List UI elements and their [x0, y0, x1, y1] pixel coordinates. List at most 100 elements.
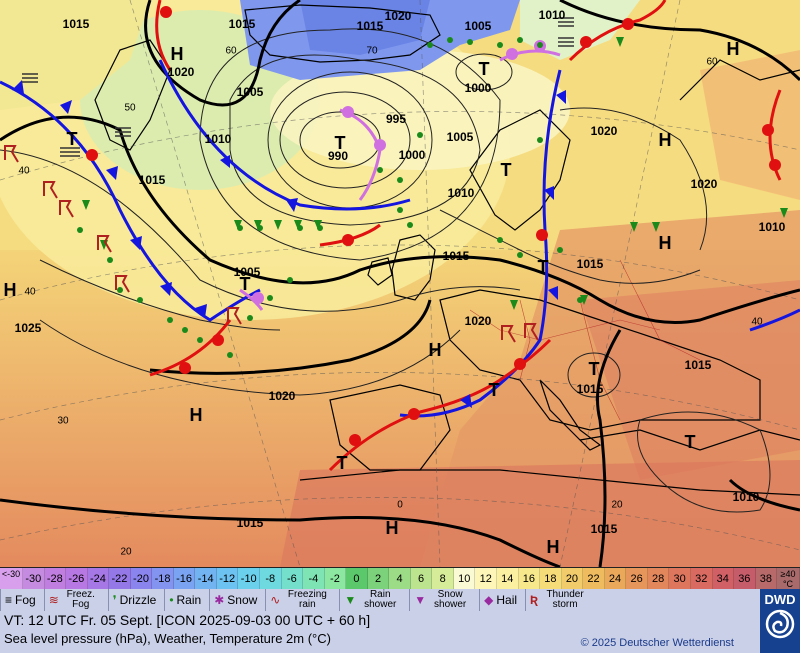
isobar-label: 1020: [591, 124, 618, 138]
ireland-outline: [367, 257, 393, 286]
warm-semicircle: [342, 234, 354, 246]
scale-high-label: ≥40 °C: [777, 568, 800, 590]
low-pressure-center: T: [501, 160, 512, 180]
scale-cell: -30: [23, 568, 45, 590]
isobar-label: 1015: [357, 19, 384, 33]
isobar-label: 1005: [234, 265, 261, 279]
thunder-mark: [59, 200, 74, 218]
africa-coast: [299, 469, 800, 496]
isobar-1000-north: [455, 53, 513, 91]
isobar-label: 1020: [168, 65, 195, 79]
rain-dot: [377, 167, 383, 173]
isotherm-label: 0: [397, 500, 403, 511]
shower-triangle: [234, 220, 242, 230]
warm-semicircle: [762, 124, 774, 136]
cold-triangle: [12, 80, 24, 94]
isobar-label: 1005: [465, 19, 492, 33]
isobar-label: 1005: [237, 85, 264, 99]
warm-front-north: [319, 223, 381, 247]
legend-thunderstorm-label: Thunder storm: [546, 589, 584, 610]
shower-triangle: [580, 295, 588, 305]
isotherm-label: 60: [225, 46, 237, 57]
dwd-swirl-icon: [765, 609, 795, 639]
isobar-label: 1010: [733, 490, 760, 504]
legend-rain-label: Rain: [176, 593, 202, 607]
legend-rain: • Rain: [164, 589, 201, 611]
isotherm-label: 40: [751, 317, 763, 328]
low-pressure-center: T: [337, 453, 348, 473]
high-pressure-center: H: [4, 280, 17, 300]
isobar-label: 1015: [229, 17, 256, 31]
shower-symbols: [82, 37, 788, 310]
shower-triangle: [314, 220, 322, 230]
scale-cell: 36: [734, 568, 756, 590]
scandinavia-outline: [469, 109, 571, 231]
warm-semicircle: [536, 229, 548, 241]
rain-dot: [107, 257, 113, 263]
isotherm-label: 30: [57, 416, 69, 427]
thunderstorm-icon: Ʀ: [530, 593, 539, 607]
scale-cell: 2: [367, 568, 390, 590]
high-pressure-center: H: [659, 233, 672, 253]
scale-cell: 26: [626, 568, 648, 590]
scale-cell: -22: [109, 568, 131, 590]
legend-snow: ✱ Snow: [209, 589, 257, 611]
britain-outline: [391, 234, 436, 301]
hail-icon: ◆: [484, 593, 494, 607]
cold-front-east: [749, 308, 800, 332]
isobar-1020-bold: [144, 0, 301, 107]
shower-triangle: [510, 300, 518, 310]
scale-cell: 0: [346, 568, 368, 590]
border-line-3: [579, 299, 621, 421]
scale-cell: 32: [690, 568, 713, 590]
isobar-label: 1025: [15, 321, 42, 335]
isobar-1015-south: [0, 498, 561, 567]
shower-triangle: [274, 220, 282, 230]
rain-dot: [287, 277, 293, 283]
graticule-lat-3: [0, 372, 800, 431]
high-pressure-center: H: [727, 39, 740, 59]
graticule-lat-1: [0, 111, 800, 181]
scale-cell: -28: [44, 568, 67, 590]
canada-outline: [94, 39, 171, 151]
legend-drizzle-label: Drizzle: [119, 593, 157, 607]
low-pressure-center: T: [685, 432, 696, 452]
rain-dot: [497, 237, 503, 243]
graticule-lat-2: [0, 244, 800, 301]
rain-dot: [417, 132, 423, 138]
scale-cell: -26: [66, 568, 88, 590]
scale-cell: 8: [432, 568, 454, 590]
isotherm-label: 70: [366, 46, 378, 57]
rain-dot: [137, 297, 143, 303]
rain-dot: [467, 39, 473, 45]
legend-freezing-fog-label: Freez. Fog: [66, 589, 95, 610]
shower-triangle: [254, 220, 262, 230]
cold-triangle: [286, 198, 298, 212]
fronts: [0, 0, 800, 472]
fog-mark: [115, 127, 131, 137]
occlusion-mark: [342, 106, 354, 118]
legend-hail-label: Hail: [496, 593, 518, 607]
high-pressure-center: H: [547, 537, 560, 557]
isobar-label: 1020: [269, 389, 296, 403]
scale-cell: -20: [130, 568, 153, 590]
scale-cell: -12: [216, 568, 239, 590]
scale-cell: -2: [324, 568, 347, 590]
isobar-label: 1015: [237, 516, 264, 530]
scale-cell: 4: [389, 568, 411, 590]
high-pressure-center: H: [190, 405, 203, 425]
legend-freezing-fog: ≋ Freez. Fog: [43, 589, 100, 611]
central-europe-outline: [439, 289, 761, 431]
scale-cell: -8: [260, 568, 282, 590]
thunder-mark: [227, 307, 242, 325]
copyright: © 2025 Deutscher Wetterdienst: [580, 637, 734, 649]
warm-semicircle: [514, 358, 526, 370]
isobar-label: 1020: [691, 177, 718, 191]
isobar-1015-west: [0, 149, 521, 312]
isotherm-label: 40: [24, 287, 36, 298]
rain-dot: [517, 252, 523, 258]
thunder-mark: [97, 235, 112, 253]
freezing-fog-icon: ≋: [48, 593, 59, 607]
dwd-logo: DWD: [760, 589, 800, 653]
arctic-mild: [520, 0, 640, 60]
